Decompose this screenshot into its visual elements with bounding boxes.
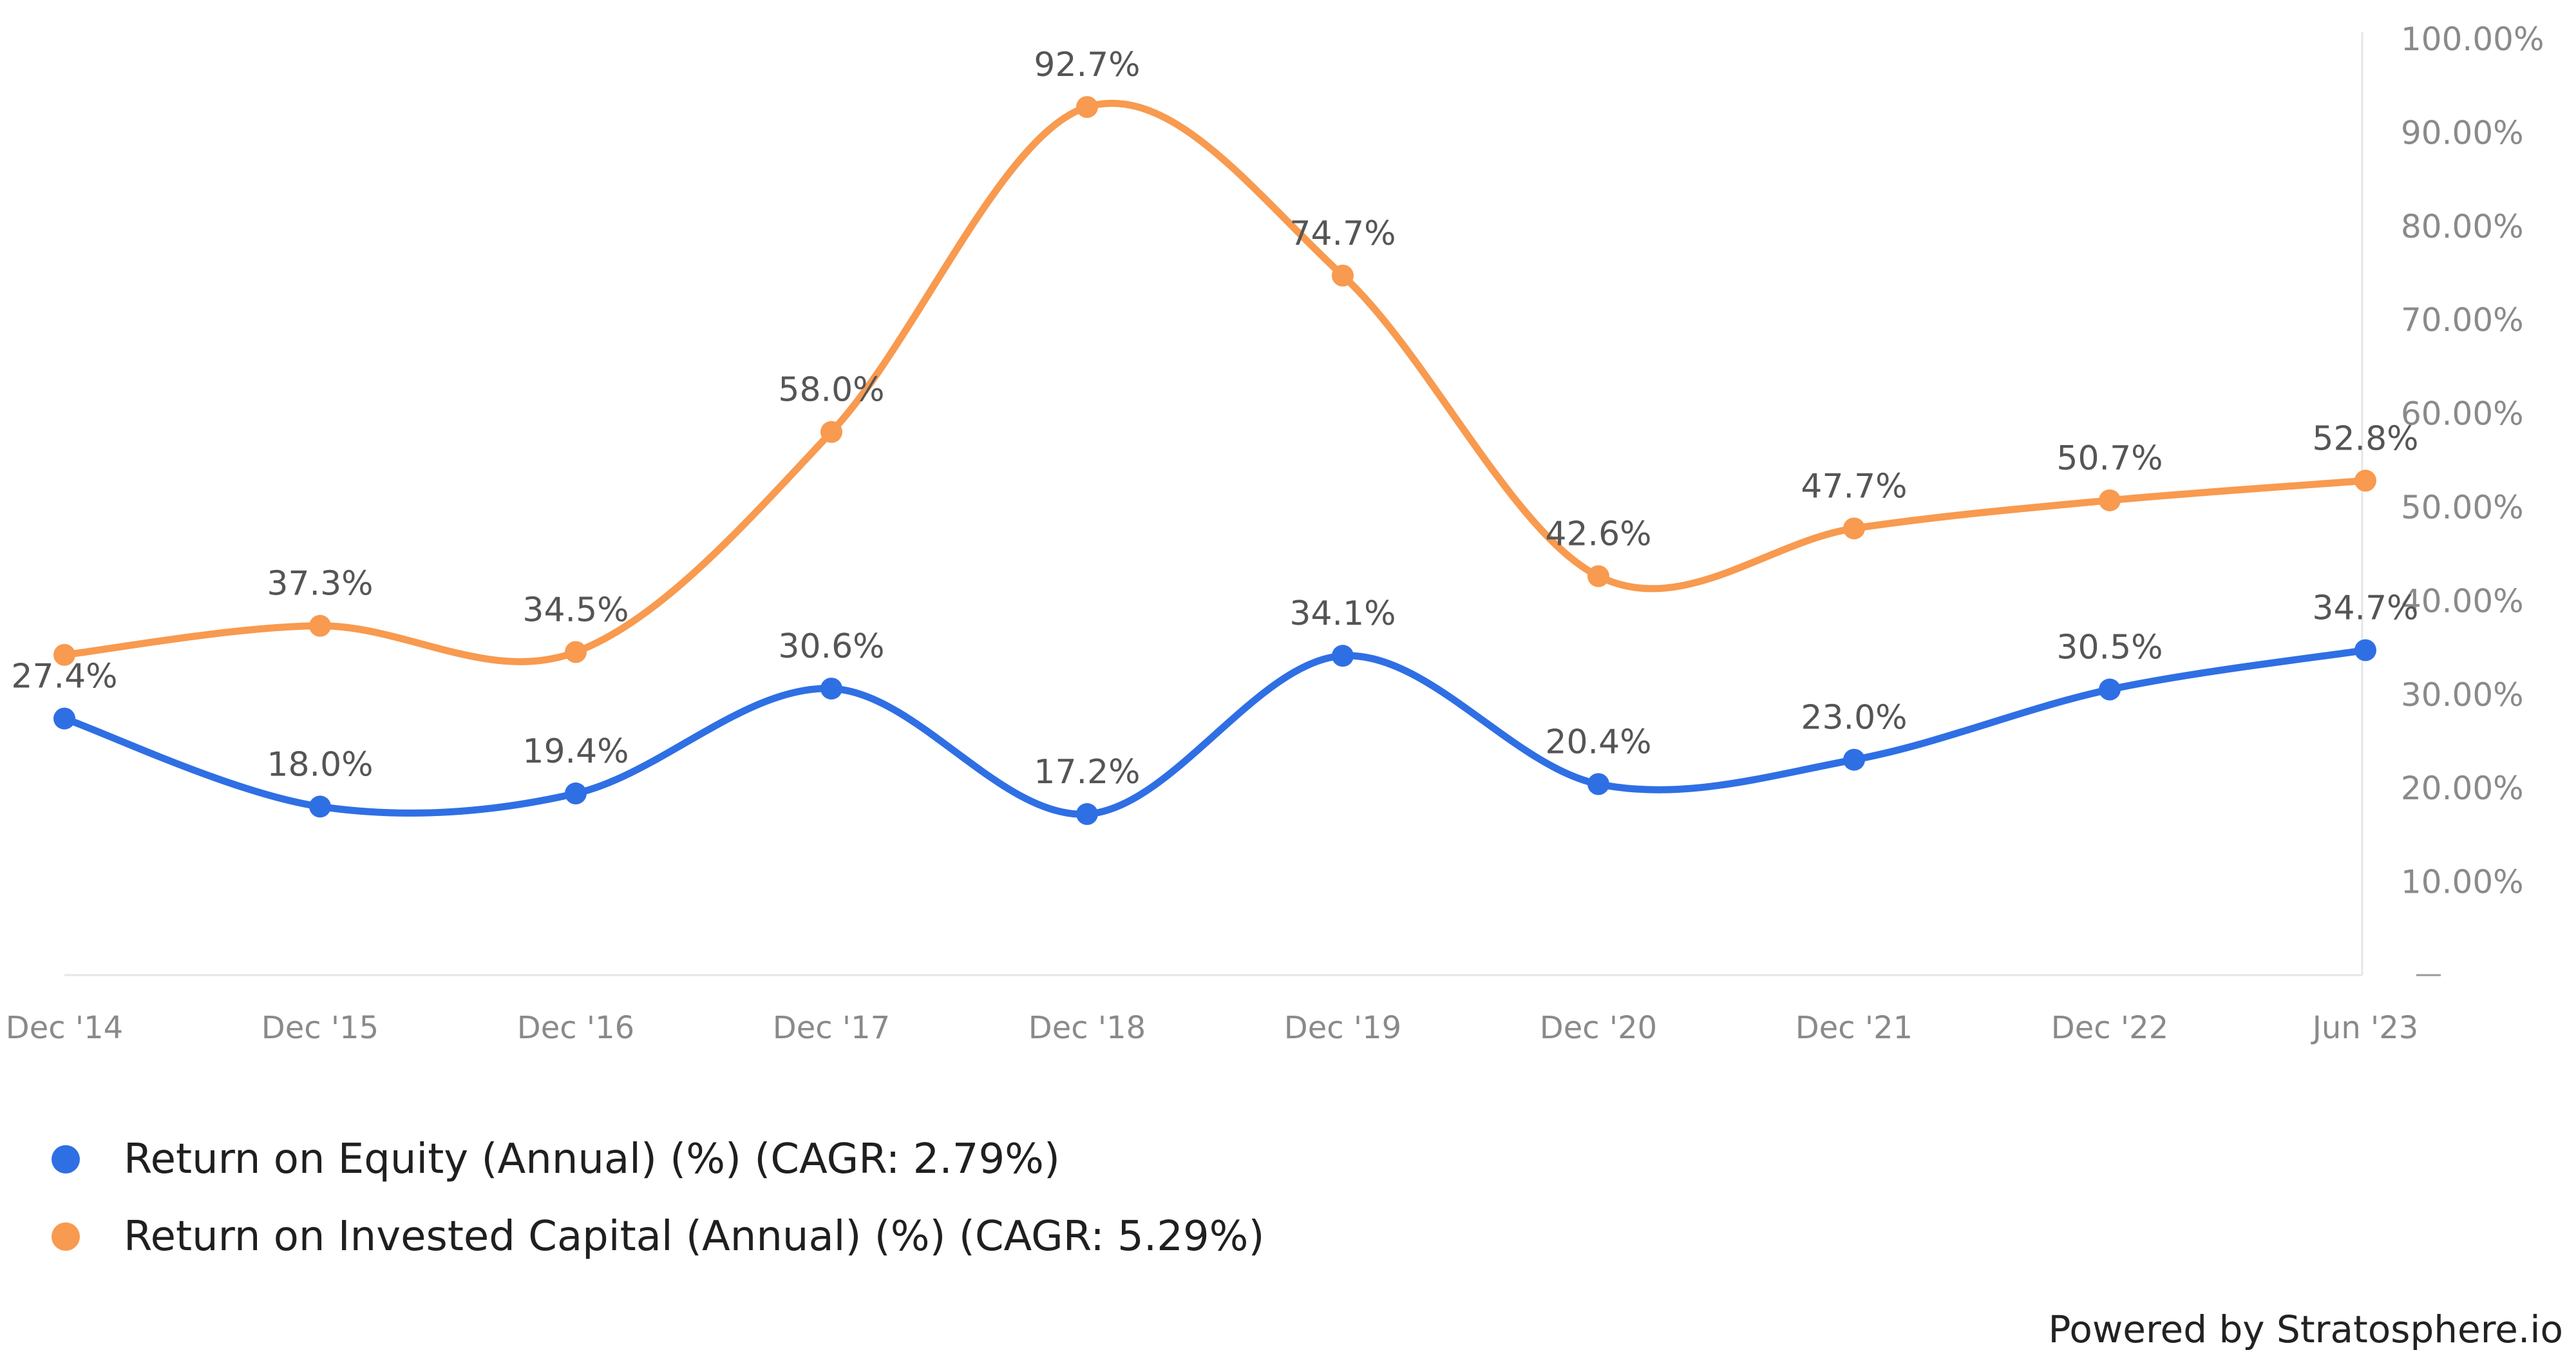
powered-by-credit: Powered by Stratosphere.io <box>2048 1307 2563 1351</box>
data-label-roic: 47.7% <box>1801 467 1907 506</box>
y-tick-label: 80.00% <box>2401 208 2524 245</box>
data-point-roe[interactable] <box>1587 773 1609 795</box>
y-tick-label: 10.00% <box>2401 864 2524 901</box>
data-point-roic[interactable] <box>565 641 587 663</box>
series-line-roe[interactable] <box>61 646 2369 818</box>
data-point-roic[interactable] <box>1843 517 1865 540</box>
x-tick-label: Dec '17 <box>773 1010 890 1046</box>
chart-series-layer <box>53 96 2376 825</box>
y-tick-label: 60.00% <box>2401 395 2524 433</box>
data-label-roic: 58.0% <box>778 371 884 410</box>
data-point-roe[interactable] <box>1076 803 1098 825</box>
data-point-roe[interactable] <box>2099 678 2121 701</box>
x-tick-label: Dec '14 <box>6 1010 123 1046</box>
data-label-roic: 50.7% <box>2056 439 2163 478</box>
data-label-roe: 30.6% <box>778 627 884 666</box>
legend-item-roic[interactable]: Return on Invested Capital (Annual) (%) … <box>52 1198 1264 1275</box>
y-tick-label: 90.00% <box>2401 114 2524 151</box>
data-label-roe: 23.0% <box>1801 699 1907 737</box>
x-tick-label: Dec '16 <box>517 1010 634 1046</box>
y-tick-label: 30.00% <box>2401 676 2524 714</box>
y-tick-label: 40.00% <box>2401 582 2524 620</box>
x-tick-label: Jun '23 <box>2311 1010 2419 1046</box>
data-point-roe[interactable] <box>820 678 842 700</box>
data-point-roe[interactable] <box>565 782 587 804</box>
chart-data-labels: 27.4% 18.0% 19.4% 30.6% 17.2% 34.1% 20.4% 23.0%… <box>11 46 2418 792</box>
data-label-roic: 74.7% <box>1289 214 1396 253</box>
data-point-roic[interactable] <box>2354 470 2376 492</box>
data-point-roic[interactable] <box>1587 565 1609 587</box>
series-line-roic[interactable] <box>61 99 2369 665</box>
data-point-roic[interactable] <box>1332 264 1354 287</box>
data-point-roic[interactable] <box>309 614 331 637</box>
x-tick-label: Dec '15 <box>261 1010 379 1046</box>
chart-legend: Return on Equity (Annual) (%) (CAGR: 2.7… <box>52 1121 1264 1275</box>
legend-item-roe[interactable]: Return on Equity (Annual) (%) (CAGR: 2.7… <box>52 1121 1264 1198</box>
data-label-roe: 34.1% <box>1289 594 1396 633</box>
data-label-roe: 18.0% <box>267 745 373 784</box>
data-point-roe[interactable] <box>1843 748 1865 771</box>
data-label-roe: 20.4% <box>1545 723 1651 761</box>
x-tick-label: Dec '21 <box>1795 1010 1913 1046</box>
legend-marker-roe-icon <box>52 1145 80 1174</box>
y-tick-label: 50.00% <box>2401 489 2524 526</box>
data-label-roic: 37.3% <box>267 565 373 603</box>
data-point-roic[interactable] <box>1076 96 1098 119</box>
data-label-roic: 52.8% <box>2312 419 2418 458</box>
data-label-roic: 34.5% <box>522 591 629 629</box>
legend-label-roic: Return on Invested Capital (Annual) (%) … <box>124 1213 1265 1260</box>
x-tick-label: Dec '20 <box>1540 1010 1657 1046</box>
y-tick-label: 100.00% <box>2401 21 2544 58</box>
data-label-roe: 34.7% <box>2312 589 2418 627</box>
data-label-roic: 42.6% <box>1545 515 1651 554</box>
y-tick-label: 70.00% <box>2401 301 2524 339</box>
data-point-roic[interactable] <box>53 643 75 666</box>
data-label-roic: 92.7% <box>1034 46 1140 84</box>
line-chart: 10.00% 20.00% 30.00% 40.00% 50.00% 60.00% 70.0… <box>6 21 2544 1046</box>
legend-marker-roic-icon <box>52 1222 80 1251</box>
x-tick-label: Dec '19 <box>1284 1010 1401 1046</box>
x-tick-label: Dec '22 <box>2051 1010 2168 1046</box>
x-tick-label: Dec '18 <box>1028 1010 1146 1046</box>
data-point-roic[interactable] <box>820 421 842 443</box>
data-point-roe[interactable] <box>53 707 75 730</box>
data-label-roe: 30.5% <box>2056 629 2163 667</box>
chart-axes: 10.00% 20.00% 30.00% 40.00% 50.00% 60.00% 70.0… <box>6 21 2544 1046</box>
y-tick-label: 20.00% <box>2401 770 2524 807</box>
data-point-roic[interactable] <box>2099 489 2121 511</box>
data-label-roe: 27.4% <box>11 658 117 696</box>
data-label-roe: 17.2% <box>1034 753 1140 792</box>
legend-label-roe: Return on Equity (Annual) (%) (CAGR: 2.7… <box>124 1136 1060 1183</box>
data-point-roe[interactable] <box>2354 639 2376 661</box>
data-point-roe[interactable] <box>1332 645 1354 667</box>
data-label-roe: 19.4% <box>522 732 629 771</box>
data-point-roe[interactable] <box>309 795 331 818</box>
